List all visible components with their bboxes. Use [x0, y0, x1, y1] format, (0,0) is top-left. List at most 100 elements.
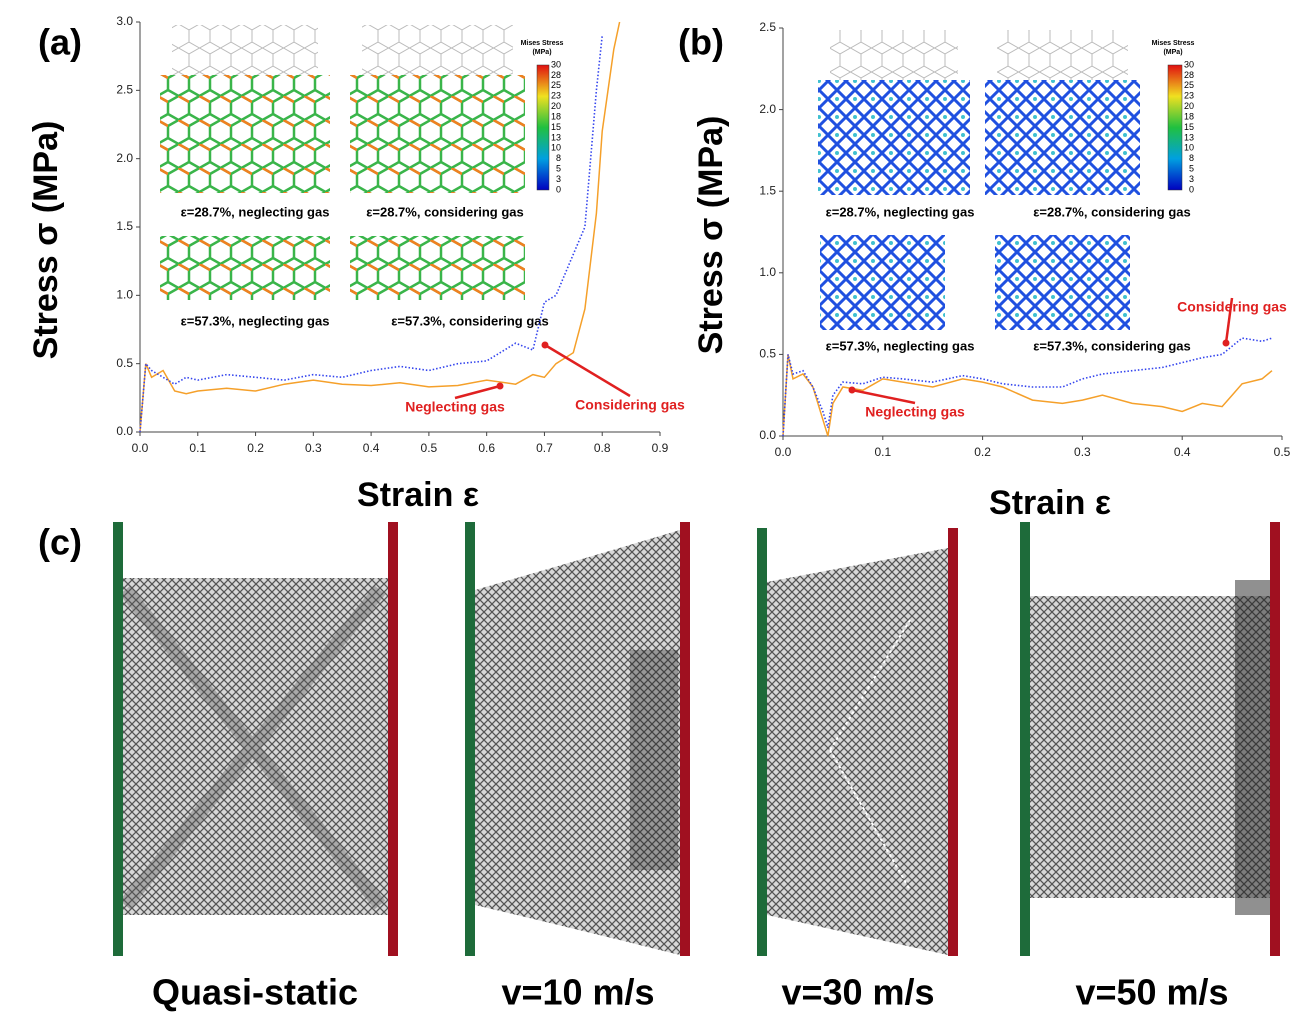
colorbar-title: (MPa) [1163, 49, 1182, 56]
inset-caption: ε=57.3%, considering gas [391, 313, 549, 328]
x-tick-label: 0.3 [1074, 445, 1091, 459]
colorbar-tick: 30 [1184, 59, 1194, 69]
colorbar-tick: 10 [1184, 143, 1194, 153]
colorbar-tick: 3 [1189, 174, 1194, 184]
annotation-arrowhead [541, 341, 549, 349]
inset-image [995, 235, 1130, 330]
x-tick-label: 0.6 [478, 441, 495, 455]
colorbar-tick: 23 [1184, 91, 1194, 101]
caption: v=50 m/s [1075, 972, 1228, 1013]
y-tick-label: 0.0 [116, 424, 133, 438]
colorbar-tick: 15 [551, 122, 561, 132]
annotation: Neglecting gas [865, 404, 965, 420]
x-tick-label: 0.4 [1174, 445, 1191, 459]
y-tick-label: 1.0 [759, 265, 776, 279]
inset-undeformed [830, 30, 958, 80]
colorbar-tick: 18 [1184, 111, 1194, 121]
x-tick-label: 0.1 [874, 445, 891, 459]
crack [829, 619, 911, 891]
left-plate [465, 522, 475, 956]
colorbar-tick: 28 [551, 70, 561, 80]
colorbar-tick: 5 [1189, 164, 1194, 174]
y-tick-label: 2.5 [759, 20, 776, 34]
inset-undeformed [172, 25, 318, 75]
annotation-arrow [454, 384, 501, 400]
mesh-image [123, 578, 389, 915]
data-line [139, 21, 621, 433]
colorbar-tick: 25 [1184, 80, 1194, 90]
inset-undeformed [997, 30, 1128, 80]
left-plate [113, 522, 123, 956]
inset-undeformed [362, 25, 513, 75]
inset-image [820, 235, 945, 330]
annotation: Considering gas [575, 397, 685, 413]
x-tick-label: 0.1 [189, 441, 206, 455]
mesh-image [475, 530, 680, 955]
x-tick-label: 0.0 [132, 441, 149, 455]
x-tick-label: 0.8 [594, 441, 611, 455]
annotation: Neglecting gas [405, 399, 505, 415]
x-tick-label: 0.7 [536, 441, 553, 455]
y-tick-label: 1.5 [759, 183, 776, 197]
annotation-arrow [544, 343, 631, 398]
panel-label: (b) [678, 22, 724, 63]
y-tick-label: 0.0 [759, 428, 776, 442]
annotation-arrow [1224, 297, 1234, 344]
colorbar-title: Mises Stress [521, 40, 564, 47]
colorbar-tick: 28 [1184, 70, 1194, 80]
colorbar-tick: 5 [556, 164, 561, 174]
colorbar-tick: 13 [551, 132, 561, 142]
x-tick-label: 0.2 [974, 445, 991, 459]
colorbar-tick: 23 [551, 91, 561, 101]
x-tick-label: 0.9 [652, 441, 669, 455]
right-plate [680, 522, 690, 956]
colorbar-title: (MPa) [532, 49, 551, 56]
inset-image [350, 75, 525, 193]
left-plate [1020, 522, 1030, 956]
colorbar-tick: 20 [551, 101, 561, 111]
inset-image [160, 236, 330, 300]
data-line [782, 354, 1273, 437]
colorbar-tick: 8 [556, 153, 561, 163]
x-tick-label: 0.5 [421, 441, 438, 455]
y-tick-label: 2.0 [116, 151, 133, 165]
caption: Quasi-static [152, 972, 358, 1013]
x-tick-label: 0.2 [247, 441, 264, 455]
y-axis-label: Stress σ (MPa) [692, 116, 730, 355]
x-tick-label: 0.5 [1274, 445, 1291, 459]
y-tick-label: 1.5 [116, 219, 133, 233]
inset-caption: ε=57.3%, considering gas [1033, 338, 1191, 353]
x-axis-label: Strain ε [357, 476, 479, 514]
y-tick-label: 2.0 [759, 102, 776, 116]
data-line [139, 35, 603, 433]
colorbar-tick: 0 [1189, 184, 1194, 194]
y-tick-label: 0.5 [759, 347, 776, 361]
x-tick-label: 0.0 [775, 445, 792, 459]
inset-caption: ε=28.7%, neglecting gas [826, 204, 975, 219]
shear-band [119, 585, 386, 910]
colorbar-tick: 25 [551, 80, 561, 90]
left-plate [757, 528, 767, 956]
colorbar [536, 64, 550, 191]
inset-caption: ε=28.7%, considering gas [366, 204, 524, 219]
inset-image [818, 80, 970, 195]
inset-image [350, 236, 525, 300]
x-axis-label: Strain ε [989, 484, 1111, 522]
mesh-image [1030, 596, 1270, 898]
inset-image [160, 75, 330, 193]
colorbar-tick: 15 [1184, 122, 1194, 132]
right-plate [948, 528, 958, 956]
densified-zone [1235, 580, 1270, 915]
caption: v=10 m/s [501, 972, 654, 1013]
panel-label: (a) [38, 22, 82, 63]
colorbar-tick: 30 [551, 59, 561, 69]
y-tick-label: 3.0 [116, 14, 133, 28]
colorbar-tick: 18 [551, 111, 561, 121]
annotation-arrowhead [496, 382, 504, 390]
colorbar-tick: 3 [556, 174, 561, 184]
colorbar [1167, 64, 1183, 191]
inset-caption: ε=57.3%, neglecting gas [181, 313, 330, 328]
inset-caption: ε=28.7%, neglecting gas [181, 204, 330, 219]
panel-c: (c) [38, 522, 1280, 956]
x-tick-label: 0.4 [363, 441, 380, 455]
